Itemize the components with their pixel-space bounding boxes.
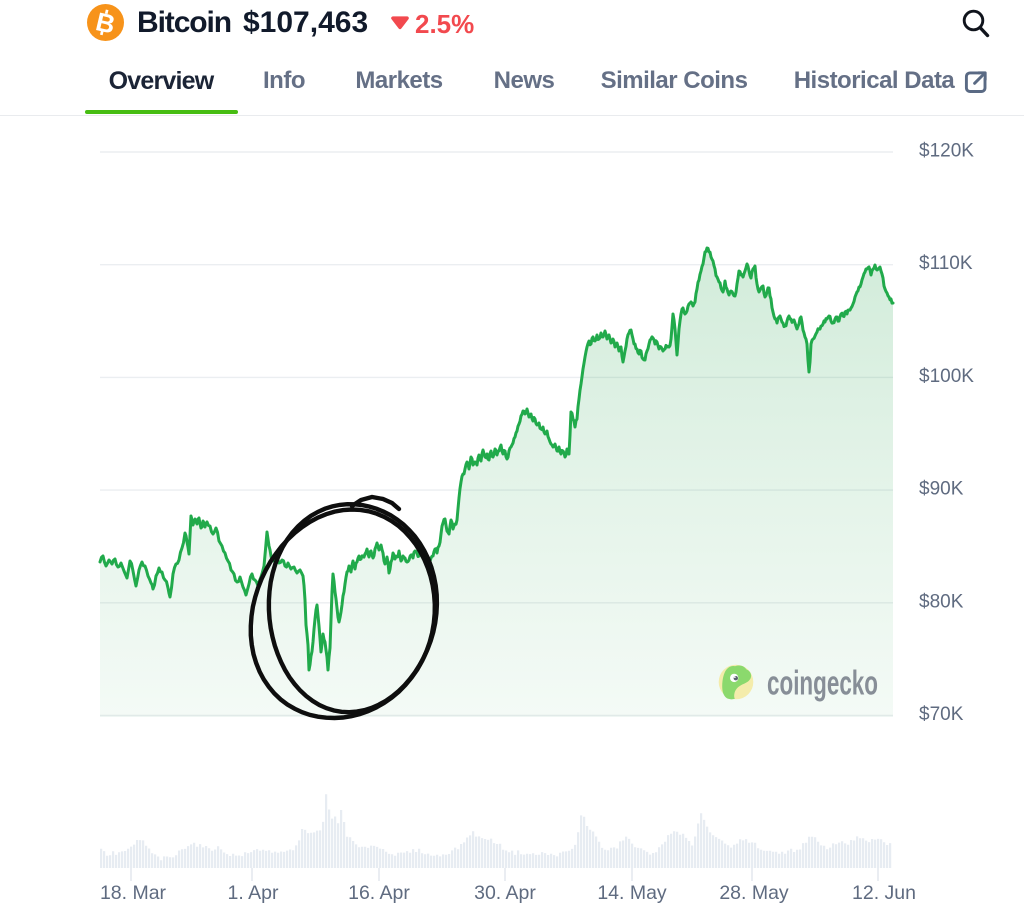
svg-text:$120K: $120K: [919, 141, 974, 162]
svg-text:coingecko: coingecko: [767, 665, 878, 702]
svg-text:$80K: $80K: [919, 591, 964, 612]
svg-text:16. Apr: 16. Apr: [348, 882, 410, 904]
svg-text:14. May: 14. May: [597, 882, 667, 904]
svg-text:1. Apr: 1. Apr: [228, 882, 279, 904]
svg-text:$70K: $70K: [919, 704, 964, 725]
svg-text:18. Mar: 18. Mar: [100, 882, 167, 904]
svg-text:30. Apr: 30. Apr: [474, 882, 536, 904]
svg-text:28. May: 28. May: [719, 882, 789, 904]
svg-text:$110K: $110K: [919, 253, 973, 274]
svg-text:12. Jun: 12. Jun: [852, 882, 916, 904]
svg-text:$100K: $100K: [919, 366, 974, 387]
svg-text:$90K: $90K: [919, 479, 964, 500]
